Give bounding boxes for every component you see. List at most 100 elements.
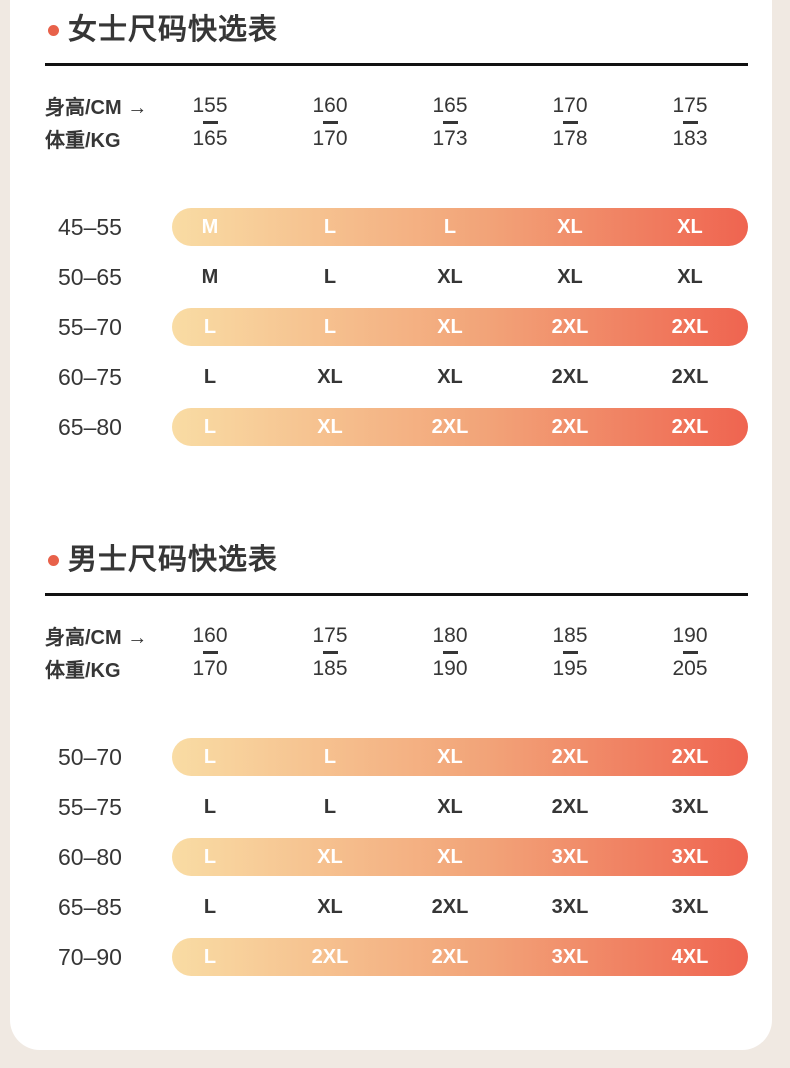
size-value: 2XL: [551, 366, 589, 388]
table-row: 65–85 L XL 2XL 3XL 3XL: [10, 882, 772, 932]
size-cells: L L XL 2XL 3XL: [150, 782, 750, 832]
height-range: 160 170: [150, 620, 270, 682]
weight-range: 65–85: [58, 894, 122, 920]
divider: [45, 593, 748, 596]
size-value: XL: [317, 846, 343, 868]
size-value: L: [443, 216, 457, 238]
height-range: 155 165: [150, 90, 270, 152]
size-value: 2XL: [551, 746, 589, 768]
size-value: XL: [677, 216, 703, 238]
size-value: 2XL: [431, 946, 469, 968]
highlight-pill: [172, 838, 748, 876]
size-value: L: [203, 946, 217, 968]
size-cells: L L XL 2XL 2XL: [150, 732, 750, 782]
size-value: L: [203, 416, 217, 438]
height-min: 170: [552, 94, 588, 117]
size-value: L: [203, 366, 217, 388]
size-table-section-women: 女士尺码快选表 身高/CM → 体重/KG 155 165 160 170 165 173…: [10, 0, 772, 452]
table-row: 45–55 M L L XL XL: [10, 202, 772, 252]
height-min: 160: [312, 94, 348, 117]
height-min: 155: [192, 94, 228, 117]
size-cells: L 2XL 2XL 3XL 4XL: [150, 932, 750, 982]
height-range: 170 178: [510, 90, 630, 152]
highlight-pill: [172, 208, 748, 246]
size-value: 3XL: [671, 846, 709, 868]
weight-range: 55–70: [58, 314, 122, 340]
height-range: 175 183: [630, 90, 750, 152]
size-value: XL: [437, 796, 463, 818]
highlight-pill: [172, 308, 748, 346]
height-range: 175 185: [270, 620, 390, 682]
section-title: 男士尺码快选表: [68, 544, 279, 576]
size-value: 2XL: [551, 796, 589, 818]
weight-range: 65–80: [58, 414, 122, 440]
highlight-pill: [172, 408, 748, 446]
range-dash-icon: [562, 121, 578, 124]
range-dash-icon: [682, 651, 698, 654]
divider: [45, 63, 748, 66]
size-value: 3XL: [551, 846, 589, 868]
height-min: 190: [672, 624, 708, 647]
height-max: 165: [192, 127, 228, 150]
table-row: 50–70 L L XL 2XL 2XL: [10, 732, 772, 782]
size-cells: L XL 2XL 3XL 3XL: [150, 882, 750, 932]
size-value: XL: [557, 216, 583, 238]
weight-range: 60–80: [58, 844, 122, 870]
table-row: 70–90 L 2XL 2XL 3XL 4XL: [10, 932, 772, 982]
height-range: 185 195: [510, 620, 630, 682]
height-max: 205: [672, 657, 708, 680]
size-value: 3XL: [551, 896, 589, 918]
size-value: M: [201, 216, 219, 238]
size-value: XL: [437, 266, 463, 288]
height-max: 178: [552, 127, 588, 150]
height-axis-label: 身高/CM →: [45, 627, 148, 649]
table-row: 55–75 L L XL 2XL 3XL: [10, 782, 772, 832]
size-table-section-men: 男士尺码快选表 身高/CM → 体重/KG 160 170 175 185 180 190…: [10, 530, 772, 982]
range-dash-icon: [682, 121, 698, 124]
size-value: L: [323, 216, 337, 238]
table-row: 60–75 L XL XL 2XL 2XL: [10, 352, 772, 402]
size-value: XL: [437, 366, 463, 388]
range-dash-icon: [322, 651, 338, 654]
height-min: 185: [552, 624, 588, 647]
size-value: L: [203, 316, 217, 338]
highlight-pill: [172, 938, 748, 976]
sections-container: 女士尺码快选表 身高/CM → 体重/KG 155 165 160 170 165 173…: [10, 0, 772, 982]
range-dash-icon: [442, 121, 458, 124]
range-dash-icon: [202, 121, 218, 124]
section-header: 女士尺码快选表: [10, 0, 772, 48]
weight-axis-label: 体重/KG: [45, 660, 121, 682]
weight-axis-label: 体重/KG: [45, 130, 121, 152]
size-value: 2XL: [551, 416, 589, 438]
table-row: 55–70 L L XL 2XL 2XL: [10, 302, 772, 352]
bullet-icon: [48, 24, 59, 36]
height-min: 160: [192, 624, 228, 647]
size-value: XL: [317, 416, 343, 438]
size-value: 2XL: [671, 366, 709, 388]
size-value: 3XL: [671, 896, 709, 918]
range-dash-icon: [322, 121, 338, 124]
height-axis-label: 身高/CM →: [45, 97, 148, 119]
size-value: L: [323, 746, 337, 768]
height-range: 160 170: [270, 90, 390, 152]
height-max: 185: [312, 657, 348, 680]
height-max: 190: [432, 657, 468, 680]
table-row: 50–65 M L XL XL XL: [10, 252, 772, 302]
size-cells: L XL XL 2XL 2XL: [150, 352, 750, 402]
weight-range: 60–75: [58, 364, 122, 390]
size-rows: 45–55 M L L XL XL 50–65 M L XL XL XL 55–70 L L XL 2XL 2XL…: [10, 202, 772, 452]
size-value: L: [203, 896, 217, 918]
size-value: 3XL: [671, 796, 709, 818]
size-value: XL: [437, 746, 463, 768]
height-range: 190 205: [630, 620, 750, 682]
size-value: 4XL: [671, 946, 709, 968]
header-columns: 155 165 160 170 165 173 170 178 175 183: [150, 90, 772, 152]
bullet-icon: [48, 554, 59, 566]
size-value: XL: [317, 896, 343, 918]
size-cells: L XL XL 3XL 3XL: [150, 832, 750, 882]
size-value: 2XL: [671, 416, 709, 438]
size-value: M: [201, 266, 219, 288]
weight-range: 55–75: [58, 794, 122, 820]
size-value: L: [203, 796, 217, 818]
